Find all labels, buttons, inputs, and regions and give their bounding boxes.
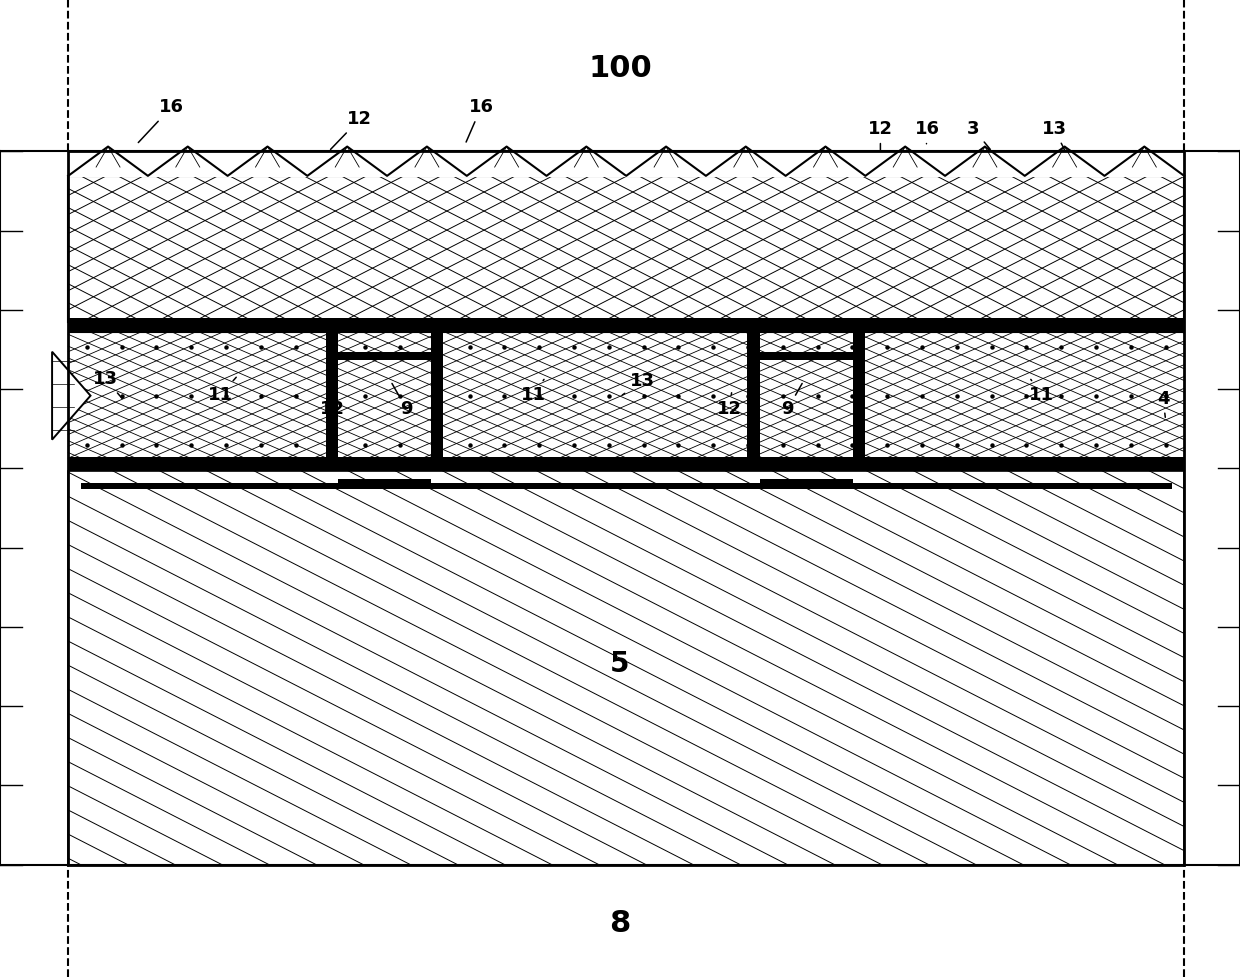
Bar — [337, 352, 432, 360]
Bar — [68, 318, 1184, 332]
Text: 13: 13 — [622, 372, 655, 395]
Bar — [68, 151, 1184, 865]
Bar — [68, 457, 1184, 471]
Text: 16: 16 — [466, 99, 494, 142]
Text: 11: 11 — [208, 377, 237, 404]
Text: 16: 16 — [139, 99, 184, 143]
Bar — [759, 352, 853, 360]
Bar — [746, 332, 759, 457]
Polygon shape — [52, 352, 91, 440]
Text: 5: 5 — [610, 651, 630, 678]
Bar — [432, 332, 444, 457]
Text: 100: 100 — [588, 54, 652, 83]
Text: 11: 11 — [521, 379, 546, 404]
Text: 12: 12 — [717, 393, 742, 418]
Text: 12: 12 — [320, 393, 345, 418]
Text: 9: 9 — [392, 383, 413, 418]
Text: 13: 13 — [1042, 120, 1066, 150]
Text: 9: 9 — [781, 383, 802, 418]
Text: 11: 11 — [1029, 379, 1054, 404]
Bar — [68, 332, 1184, 459]
Text: 8: 8 — [609, 909, 631, 938]
Bar — [325, 332, 337, 457]
Bar — [853, 332, 866, 457]
Text: 12: 12 — [868, 120, 893, 150]
Text: 4: 4 — [1157, 390, 1169, 417]
Bar — [759, 479, 853, 487]
Text: 13: 13 — [93, 370, 123, 399]
Bar — [68, 471, 1184, 865]
Text: 3: 3 — [967, 120, 991, 149]
Bar — [337, 479, 432, 487]
Text: 12: 12 — [331, 110, 372, 149]
Text: 16: 16 — [915, 120, 940, 144]
Bar — [81, 483, 1172, 488]
Bar — [68, 176, 1184, 322]
